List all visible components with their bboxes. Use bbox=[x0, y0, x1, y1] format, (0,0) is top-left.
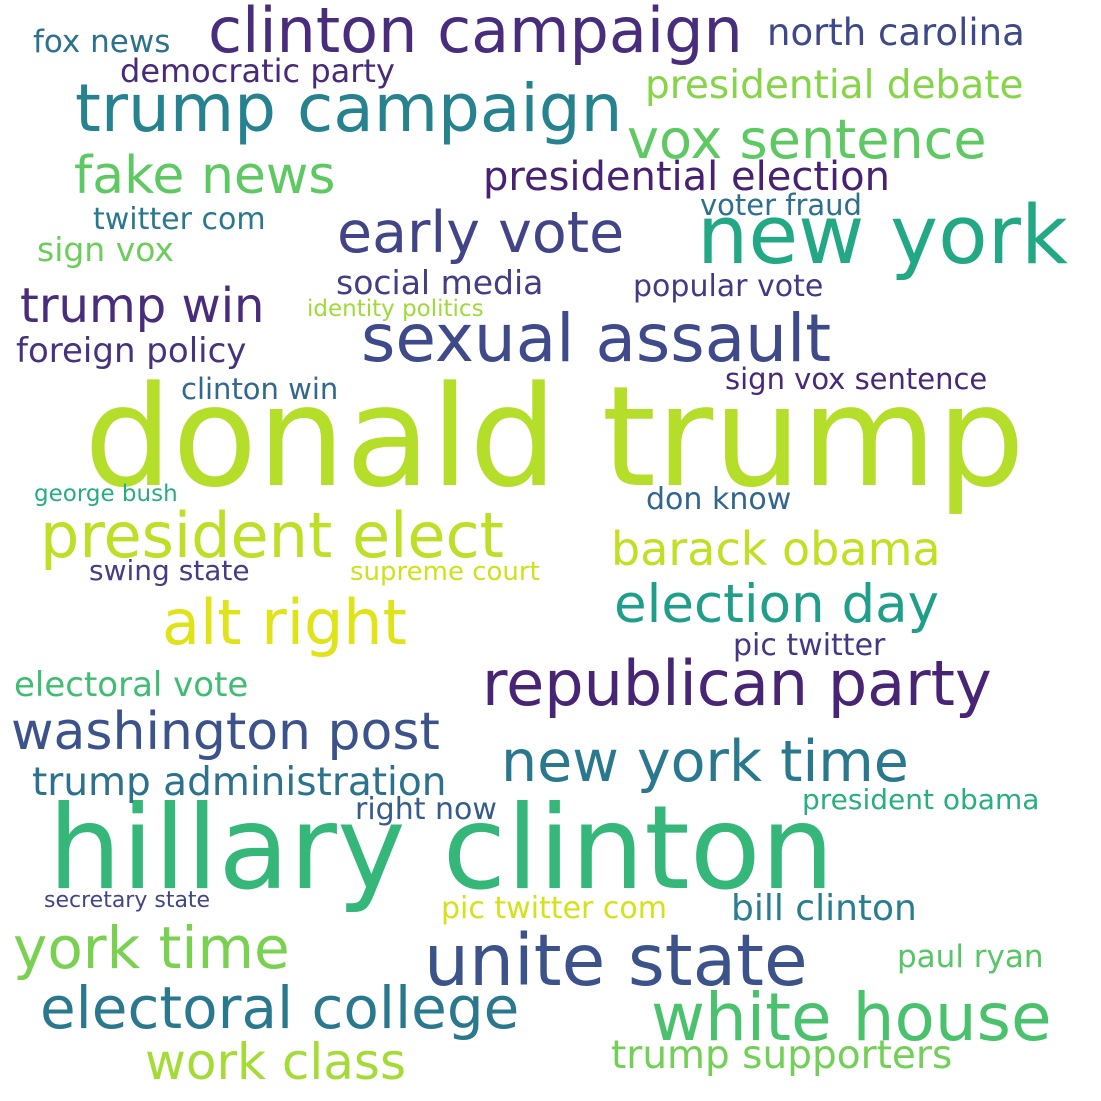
word: trump supporters bbox=[611, 1033, 953, 1078]
word: vox sentence bbox=[627, 108, 987, 171]
word: clinton campaign bbox=[208, 0, 743, 67]
word: electoral college bbox=[40, 974, 520, 1042]
word: fake news bbox=[74, 146, 336, 206]
word: trump administration bbox=[32, 760, 447, 805]
word: republican party bbox=[482, 647, 992, 720]
word: new york time bbox=[501, 729, 909, 795]
word: social media bbox=[336, 263, 544, 302]
word: twitter com bbox=[93, 202, 266, 237]
word: pic twitter com bbox=[441, 891, 667, 926]
word: early vote bbox=[337, 200, 625, 266]
word: swing state bbox=[89, 554, 250, 587]
word: electoral vote bbox=[14, 665, 249, 705]
word: trump campaign bbox=[75, 70, 623, 147]
word: identity politics bbox=[307, 296, 484, 322]
word: presidential debate bbox=[645, 63, 1024, 108]
word: pic twitter bbox=[733, 628, 886, 663]
word: right now bbox=[355, 792, 497, 827]
word: voter fraud bbox=[700, 188, 862, 222]
word: fox news bbox=[33, 24, 171, 60]
word: sexual assault bbox=[361, 300, 832, 377]
word: bill clinton bbox=[731, 888, 917, 929]
word: trump win bbox=[20, 278, 265, 334]
word: washington post bbox=[11, 702, 440, 762]
word: supreme court bbox=[350, 557, 540, 587]
word: president elect bbox=[40, 499, 504, 572]
word: george bush bbox=[34, 481, 178, 507]
word: work class bbox=[145, 1033, 407, 1091]
word: new york bbox=[697, 189, 1068, 283]
word: york time bbox=[13, 914, 290, 982]
word: secretary state bbox=[44, 888, 211, 913]
word: paul ryan bbox=[897, 939, 1044, 975]
word: white house bbox=[651, 979, 1052, 1056]
word: popular vote bbox=[633, 269, 824, 304]
word: sign vox sentence bbox=[725, 362, 988, 396]
word: presidential election bbox=[483, 154, 890, 200]
word: hillary clinton bbox=[48, 781, 835, 916]
word: president obama bbox=[802, 783, 1040, 816]
word: north carolina bbox=[767, 11, 1025, 54]
word: democratic party bbox=[120, 52, 395, 90]
word: don know bbox=[646, 482, 792, 517]
word: foreign policy bbox=[16, 331, 247, 371]
word: election day bbox=[614, 574, 939, 635]
word: donald trump bbox=[84, 356, 1025, 518]
word: alt right bbox=[162, 586, 407, 659]
word: barack obama bbox=[611, 522, 941, 576]
word: sign vox bbox=[37, 230, 174, 269]
word: clinton win bbox=[181, 372, 339, 406]
word: unite state bbox=[424, 919, 808, 1002]
